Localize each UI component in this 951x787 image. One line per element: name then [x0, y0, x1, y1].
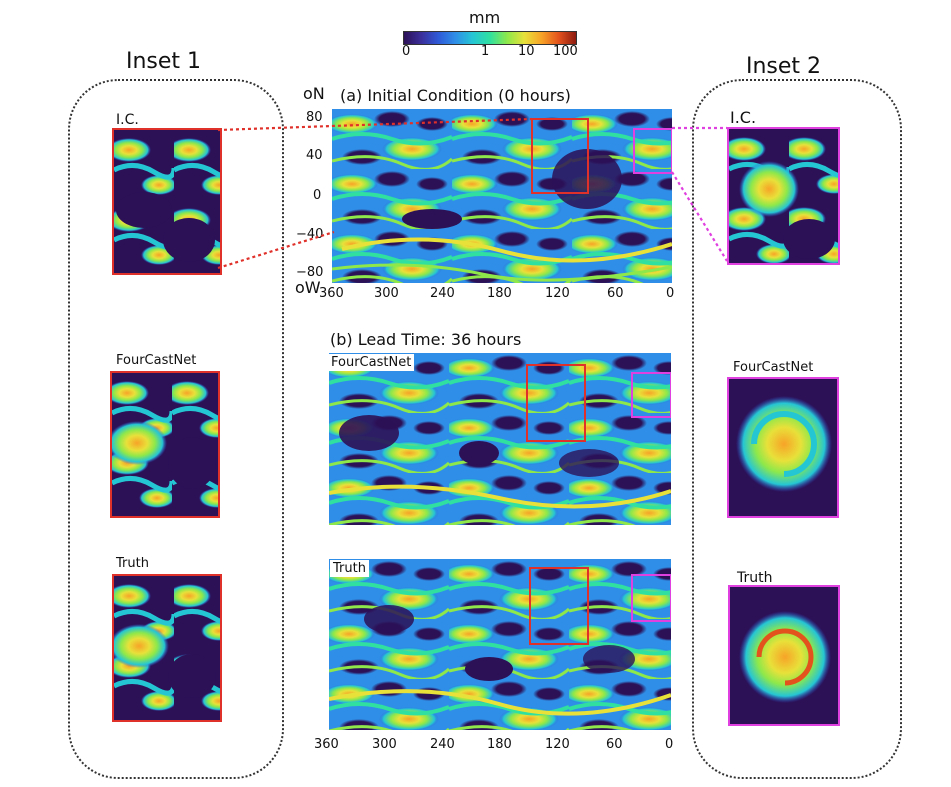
map-truth-36h — [329, 559, 671, 730]
map-fourcastnet-36h — [329, 353, 671, 525]
lat-tick-0: 0 — [313, 188, 322, 203]
inset-1-truth-tag: Truth — [113, 555, 152, 572]
panel-b-lon-tick-60: 60 — [606, 737, 623, 752]
panel-a-lon-tick-360: 360 — [319, 286, 344, 301]
colorbar-tick-1: 1 — [481, 44, 490, 59]
inset-2-truth-label: Truth — [737, 570, 773, 586]
inset-2-title: Inset 2 — [746, 54, 822, 79]
colorbar-tick-3: 100 — [553, 44, 578, 59]
inset-1-ic-map — [112, 128, 222, 275]
panel-b-lon-tick-120: 120 — [545, 737, 570, 752]
panel-b-title: (b) Lead Time: 36 hours — [330, 330, 522, 349]
panel-a-title: (a) Initial Condition (0 hours) — [340, 86, 571, 105]
inset-2-ic-label: I.C. — [730, 108, 757, 127]
panel-b-truth-tag: Truth — [330, 560, 369, 577]
inset-1-title: Inset 1 — [126, 49, 202, 74]
inset-2-ic-map — [727, 127, 840, 265]
inset-2-fcn-tag: FourCastNet — [730, 359, 817, 376]
inset-2-frame — [692, 79, 902, 779]
colorbar — [403, 31, 577, 45]
colorbar-title: mm — [469, 8, 501, 27]
inset-1-frame — [68, 79, 284, 779]
inset-1-ic-label: I.C. — [116, 112, 139, 128]
panel-a-lon-unit: oW — [295, 278, 321, 297]
panel-a-lon-tick-300: 300 — [374, 286, 399, 301]
inset-2-truth-map — [728, 585, 840, 726]
inset-2-fcn-map — [727, 377, 839, 518]
panel-a-lon-tick-0: 0 — [666, 286, 675, 301]
panel-b-fcn-tag: FourCastNet — [328, 354, 415, 371]
colorbar-tick-2: 10 — [518, 44, 535, 59]
panel-b-lon-tick-0: 0 — [665, 737, 674, 752]
inset-1-fcn-tag: FourCastNet — [113, 352, 200, 369]
lat-tick-40: 40 — [306, 148, 323, 163]
inset-1-fcn-map — [110, 371, 220, 518]
panel-a-lon-tick-120: 120 — [545, 286, 570, 301]
panel-a-lat-unit: oN — [303, 84, 325, 103]
panel-b-lon-tick-180: 180 — [487, 737, 512, 752]
panel-b-lon-tick-300: 300 — [372, 737, 397, 752]
panel-b-lon-tick-240: 240 — [430, 737, 455, 752]
colorbar-tick-0: 0 — [402, 44, 411, 59]
lat-tick-m40: −40 — [296, 227, 324, 242]
panel-a-lon-tick-180: 180 — [487, 286, 512, 301]
lat-tick-80: 80 — [306, 110, 323, 125]
panel-a-lon-tick-60: 60 — [607, 286, 624, 301]
panel-b-lon-tick-360: 360 — [314, 737, 339, 752]
map-initial-condition — [332, 109, 672, 283]
inset-1-truth-map — [112, 574, 222, 722]
panel-a-lon-tick-240: 240 — [430, 286, 455, 301]
